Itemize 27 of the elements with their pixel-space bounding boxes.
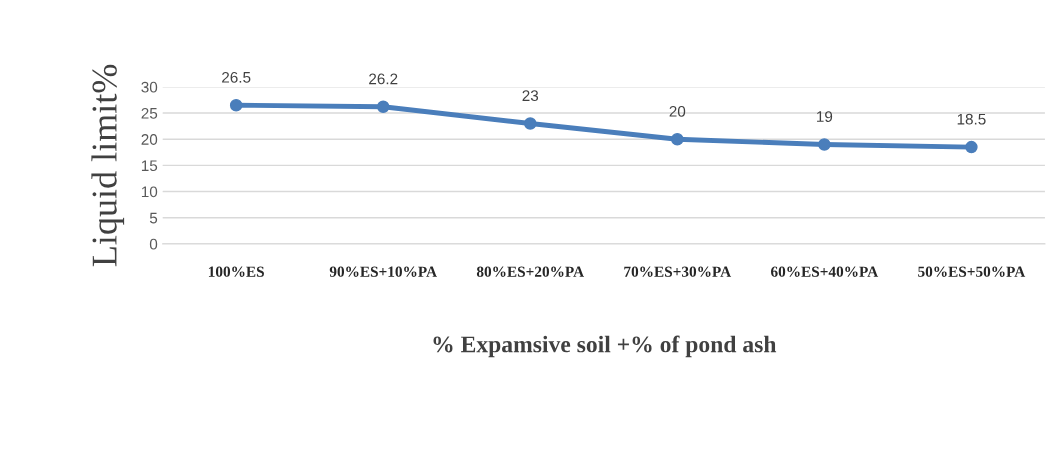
point [818, 138, 831, 151]
data-label: 26.2 [369, 73, 398, 85]
point [524, 117, 537, 130]
point [229, 98, 243, 112]
x-tick-label: 80%ES+20%PA [476, 266, 585, 277]
point [965, 140, 978, 154]
x-tick-label: 60%ES+40%PA [771, 266, 879, 277]
y-tick-label: 15 [141, 160, 158, 172]
data-label: 26.5 [222, 71, 251, 83]
data-label: 20 [669, 105, 686, 117]
x-axis-title: % Expamsive soil +% of pond ash [433, 335, 777, 358]
y-tick-label: 5 [149, 212, 158, 224]
x-tick-label: 90%ES+10%PA [329, 266, 437, 277]
x-tick-label: 70%ES+30%PA [624, 266, 732, 277]
y-tick-label: 30 [141, 81, 158, 93]
x-tick-label: 100%ES [208, 266, 264, 277]
y-tick-label: 10 [141, 186, 158, 198]
x-tick-label: 50%ES+50%PA [918, 266, 1026, 277]
data-label: 23 [522, 90, 539, 102]
point [671, 132, 684, 146]
y-tick-label: 20 [141, 134, 158, 145]
y-tick-label: 0 [149, 238, 158, 250]
data-label: 18.5 [957, 113, 986, 125]
y-tick-label: 25 [141, 107, 158, 119]
point [376, 100, 390, 114]
y-axis-title: Liquid limit% [91, 64, 125, 267]
data-label: 19 [817, 111, 833, 122]
